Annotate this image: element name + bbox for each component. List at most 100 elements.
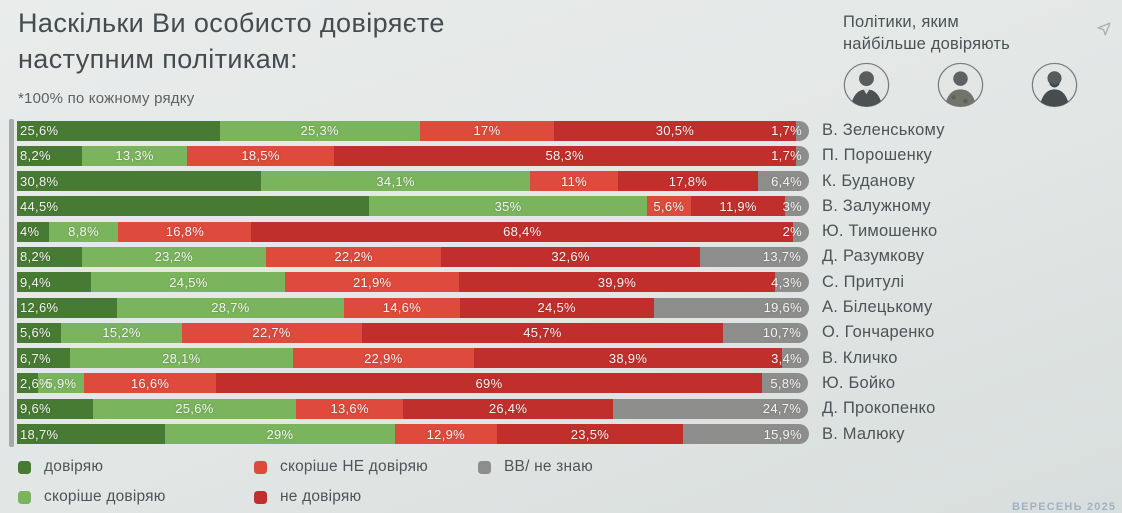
- bar-segment: 18,5%: [187, 145, 334, 166]
- bar-segment: 4,3%: [771, 272, 809, 293]
- stacked-bar: 6,7% 28,1% 22,9% 38,9% 3,4%: [17, 348, 809, 369]
- value-label: 9,4%: [20, 274, 51, 290]
- bar-segment: 5,6%: [17, 322, 62, 343]
- value-label: 44,5%: [20, 198, 59, 214]
- bar-segment: 17,8%: [617, 171, 759, 192]
- bar-segment: 25,6%: [93, 398, 296, 419]
- bar-segment: 9,6%: [17, 398, 94, 419]
- bar-segment: 45,7%: [361, 322, 724, 343]
- value-label: 10,7%: [762, 325, 802, 341]
- bar-segment: 13,3%: [81, 145, 188, 166]
- bar-segment: 11%: [530, 171, 618, 192]
- bar-segment: 25,3%: [219, 120, 420, 141]
- bar-segment: 23,5%: [496, 424, 684, 445]
- bar-segment: 10,7%: [723, 322, 809, 343]
- legend-swatch: [254, 490, 267, 504]
- chart-row: 4% 8,8% 16,8% 68,4% 2% Ю. Тимошенко: [17, 221, 1017, 242]
- value-label: 3%: [782, 198, 802, 214]
- value-label: 68,4%: [503, 224, 542, 240]
- politician-label: Ю. Бойко: [822, 373, 896, 392]
- politician-label: В. Кличко: [822, 348, 898, 367]
- bar-segment: 1,7%: [771, 120, 810, 141]
- bar-segment: 29%: [165, 424, 395, 445]
- value-label: 2%: [782, 224, 802, 240]
- value-label: 8,2%: [20, 148, 51, 164]
- bar-segment: 11,9%: [690, 196, 786, 217]
- bar-segment: 19,6%: [653, 297, 809, 318]
- bar-segment: 24,7%: [612, 398, 809, 419]
- value-label: 17%: [473, 123, 501, 138]
- bar-segment: 8,2%: [17, 145, 82, 166]
- bar-segment: 3,4%: [771, 348, 809, 369]
- bar-segment: 12,9%: [394, 424, 497, 445]
- politician-label: В. Малюку: [822, 424, 905, 443]
- footer-date: ВЕРЕСЕНЬ 2025: [1012, 501, 1117, 513]
- bar-segment: 15,9%: [683, 424, 809, 445]
- value-label: 24,5%: [537, 300, 576, 316]
- legend-item: не довіряю: [254, 488, 478, 506]
- bar-segment: 30,8%: [17, 171, 261, 192]
- bar-segment: 24,5%: [459, 297, 654, 318]
- stacked-bar: 9,6% 25,6% 13,6% 26,4% 24,7%: [17, 398, 809, 419]
- page-title: Наскільки Ви особисто довіряєте наступни…: [18, 8, 445, 74]
- bar-segment: 16,6%: [84, 373, 216, 394]
- value-label: 1,7%: [771, 123, 803, 138]
- bar-segment: 24,5%: [91, 272, 286, 293]
- value-label: 11%: [561, 173, 587, 189]
- bar-segment: 22,9%: [292, 348, 474, 369]
- chart-row: 8,2% 13,3% 18,5% 58,3% 1,7% П. Порошенку: [17, 145, 1017, 166]
- chart-row: 18,7% 29% 12,9% 23,5% 15,9% В. Малюку: [17, 424, 1017, 445]
- stacked-bar: 5,6% 15,2% 22,7% 45,7% 10,7%: [17, 322, 809, 343]
- stacked-bar: 12,6% 28,7% 14,6% 24,5% 19,6%: [17, 297, 809, 318]
- value-label: 28,7%: [211, 300, 250, 316]
- value-label: 22,9%: [364, 350, 403, 366]
- value-label: 14,6%: [382, 300, 422, 316]
- value-label: 5,6%: [20, 325, 51, 341]
- value-label: 12,6%: [20, 300, 59, 316]
- bar-segment: 12,6%: [17, 297, 117, 318]
- bar-segment: 15,2%: [61, 322, 182, 343]
- value-label: 38,9%: [608, 350, 648, 366]
- legend-label: скоріше НЕ довіряю: [280, 458, 428, 475]
- bar-segment: 5,6%: [646, 196, 691, 217]
- politician-label: В. Зеленському: [822, 121, 945, 139]
- bar-segment: 2,6%: [17, 373, 51, 394]
- stacked-bar: 2,6% 5,9% 16,6% 69% 5,8%: [17, 373, 809, 394]
- bar-segment: 13,7%: [699, 246, 809, 267]
- value-label: 58,3%: [545, 148, 584, 164]
- bar-segment: 14,6%: [344, 297, 460, 318]
- legend-label: скоріше довіряю: [44, 488, 166, 505]
- bar-segment: 35%: [369, 196, 647, 217]
- value-label: 23,5%: [570, 426, 610, 442]
- value-label: 2,6%: [20, 375, 51, 391]
- chart-note: *100% по кожному рядку: [18, 90, 195, 107]
- bar-segment: 13,6%: [295, 398, 404, 419]
- value-label: 8,2%: [20, 249, 51, 265]
- value-label: 5,8%: [770, 375, 802, 391]
- top-trusted-avatars: [843, 62, 1078, 108]
- bar-segment: 5,8%: [762, 373, 809, 394]
- legend-item: скоріше НЕ довіряю: [254, 458, 478, 476]
- chart-row: 2,6% 5,9% 16,6% 69% 5,8% Ю. Бойко: [17, 373, 1017, 394]
- politician-label: С. Притулі: [822, 272, 905, 291]
- value-label: 9,6%: [20, 401, 51, 417]
- value-label: 6,4%: [771, 173, 802, 189]
- bar-segment: 8,2%: [17, 246, 82, 267]
- value-label: 12,9%: [426, 426, 466, 442]
- value-label: 18,7%: [20, 426, 59, 442]
- value-label: 25,6%: [20, 123, 59, 138]
- legend-label: не довіряю: [280, 488, 362, 505]
- chart-row: 44,5% 35% 5,6% 11,9% 3% В. Залужному: [17, 196, 1017, 217]
- value-label: 24,5%: [169, 274, 208, 290]
- legend-label: ВВ/ не знаю: [504, 458, 593, 475]
- chart-row: 9,4% 24,5% 21,9% 39,9% 4,3% С. Притулі: [17, 272, 1017, 293]
- bar-segment: 6,7%: [17, 348, 71, 369]
- value-label: 16,6%: [130, 375, 170, 391]
- bar-segment: 68,4%: [251, 221, 794, 242]
- value-label: 21,9%: [353, 274, 392, 290]
- value-label: 16,8%: [165, 224, 205, 240]
- value-label: 15,2%: [102, 325, 141, 341]
- politician-label: К. Буданову: [822, 171, 915, 190]
- value-label: 30,5%: [655, 123, 695, 138]
- politician-avatar-1: [843, 62, 890, 108]
